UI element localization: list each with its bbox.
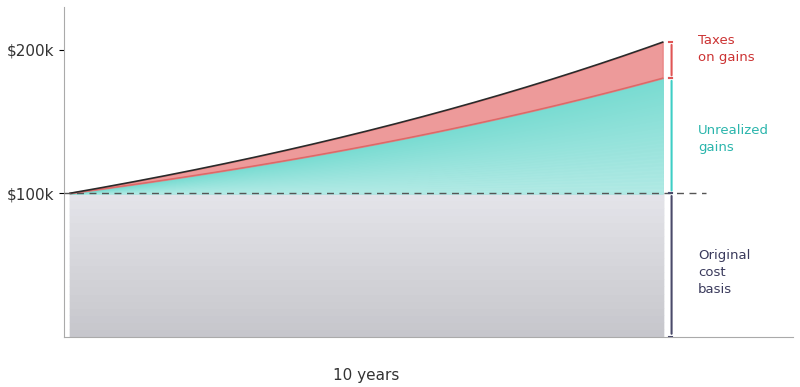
Text: Original
cost
basis: Original cost basis [698,248,750,296]
Text: Taxes
on gains: Taxes on gains [698,34,755,63]
Text: Unrealized
gains: Unrealized gains [698,123,770,154]
Text: 10 years: 10 years [334,368,399,383]
